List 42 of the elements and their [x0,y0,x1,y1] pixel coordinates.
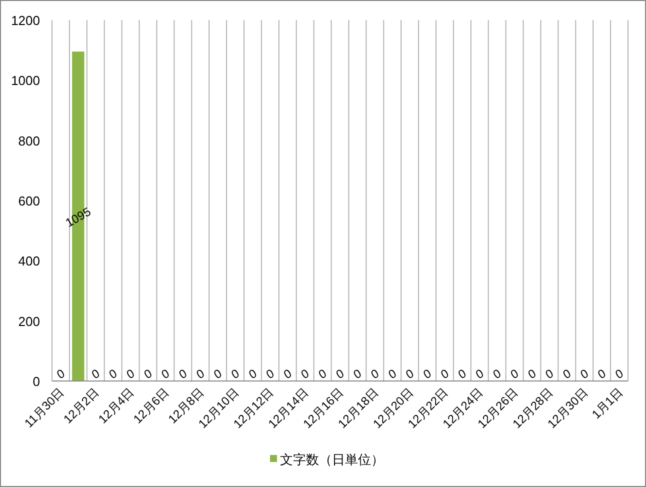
y-tick-label: 0 [32,374,40,389]
data-label: 0 [211,366,224,382]
data-label: 0 [473,366,486,382]
y-tick-label: 1000 [11,73,40,88]
data-label: 0 [228,366,242,382]
data-label: 0 [246,366,260,382]
data-label: 0 [420,366,434,382]
data-label: 0 [264,366,277,382]
y-tick-label: 200 [18,314,40,329]
data-label: 0 [351,366,364,382]
data-label: 0 [368,366,382,382]
data-label: 0 [456,366,469,382]
data-label: 0 [334,366,347,382]
data-label: 0 [578,366,592,382]
data-label: 0 [403,366,416,382]
data-label: 0 [490,366,504,382]
data-label: 1095 [63,204,94,230]
data-label: 0 [54,366,68,382]
data-label: 0 [386,366,400,382]
data-label: 0 [526,366,539,382]
y-tick-label: 1200 [11,13,40,28]
y-tick-label: 800 [18,133,40,148]
y-tick-label: 400 [18,254,40,269]
data-label: 0 [176,366,190,382]
data-label: 0 [89,366,102,382]
data-label: 0 [508,366,522,382]
y-tick-label: 600 [18,194,40,208]
data-label: 0 [543,366,556,382]
data-label: 0 [316,366,330,382]
data-label: 0 [595,366,608,382]
data-label: 0 [281,366,294,382]
data-label: 0 [159,366,172,382]
data-label: 0 [560,366,574,382]
data-label: 0 [194,366,208,382]
data-label: 0 [142,366,155,382]
x-tick-label: 1月1日 [589,385,626,422]
data-label: 0 [612,366,626,382]
data-label: 0 [106,366,120,382]
data-label: 0 [438,366,452,382]
data-label: 0 [298,366,312,382]
legend: 文字数（日単位） [270,452,384,467]
data-label: 0 [124,366,138,382]
